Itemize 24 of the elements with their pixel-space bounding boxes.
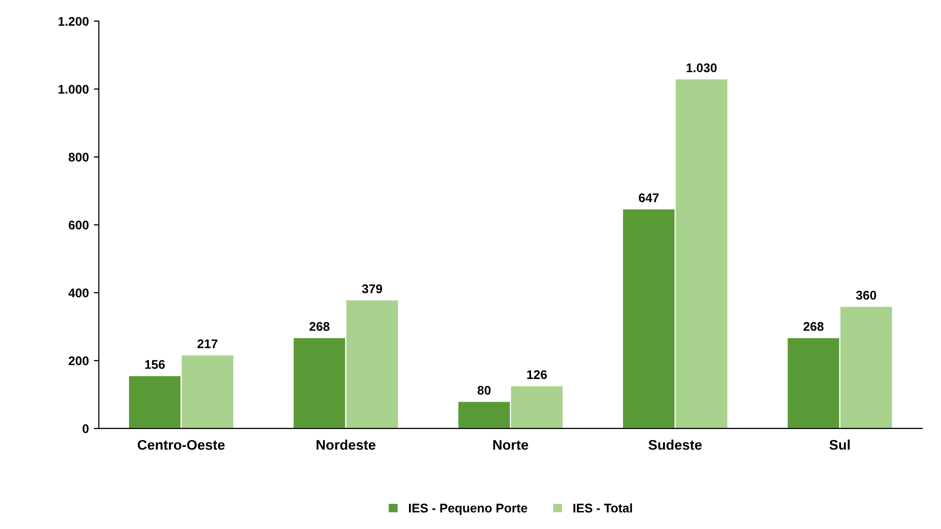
data-label: 126 [527,370,547,380]
data-label: 268 [309,322,330,331]
y-tick-label: 1.000 [58,84,89,94]
legend-label: IES - Total [573,503,632,513]
y-tick-label: 1.200 [58,16,89,26]
legend-label: IES - Pequeno Porte [409,504,528,515]
data-label: 647 [638,193,659,202]
x-tick-label: Sul [829,440,850,450]
y-tick-label: 400 [68,288,89,298]
data-label: 156 [145,360,165,369]
x-tick-label: Nordeste [316,440,376,450]
data-label: 379 [362,284,382,294]
y-tick-label: 800 [68,152,89,162]
data-label: 360 [856,290,876,300]
y-tick-label: 600 [68,220,89,230]
data-label: 268 [804,322,824,331]
y-tick-label: 0 [82,424,89,434]
y-tick-label: 200 [68,356,89,366]
x-tick-label: Sudeste [648,440,702,450]
x-tick-label: Norte [493,440,528,450]
data-label: 1.030 [686,63,717,72]
data-label: 80 [478,386,491,395]
data-label: 217 [197,339,218,348]
x-tick-label: Centro-Oeste [138,440,225,450]
